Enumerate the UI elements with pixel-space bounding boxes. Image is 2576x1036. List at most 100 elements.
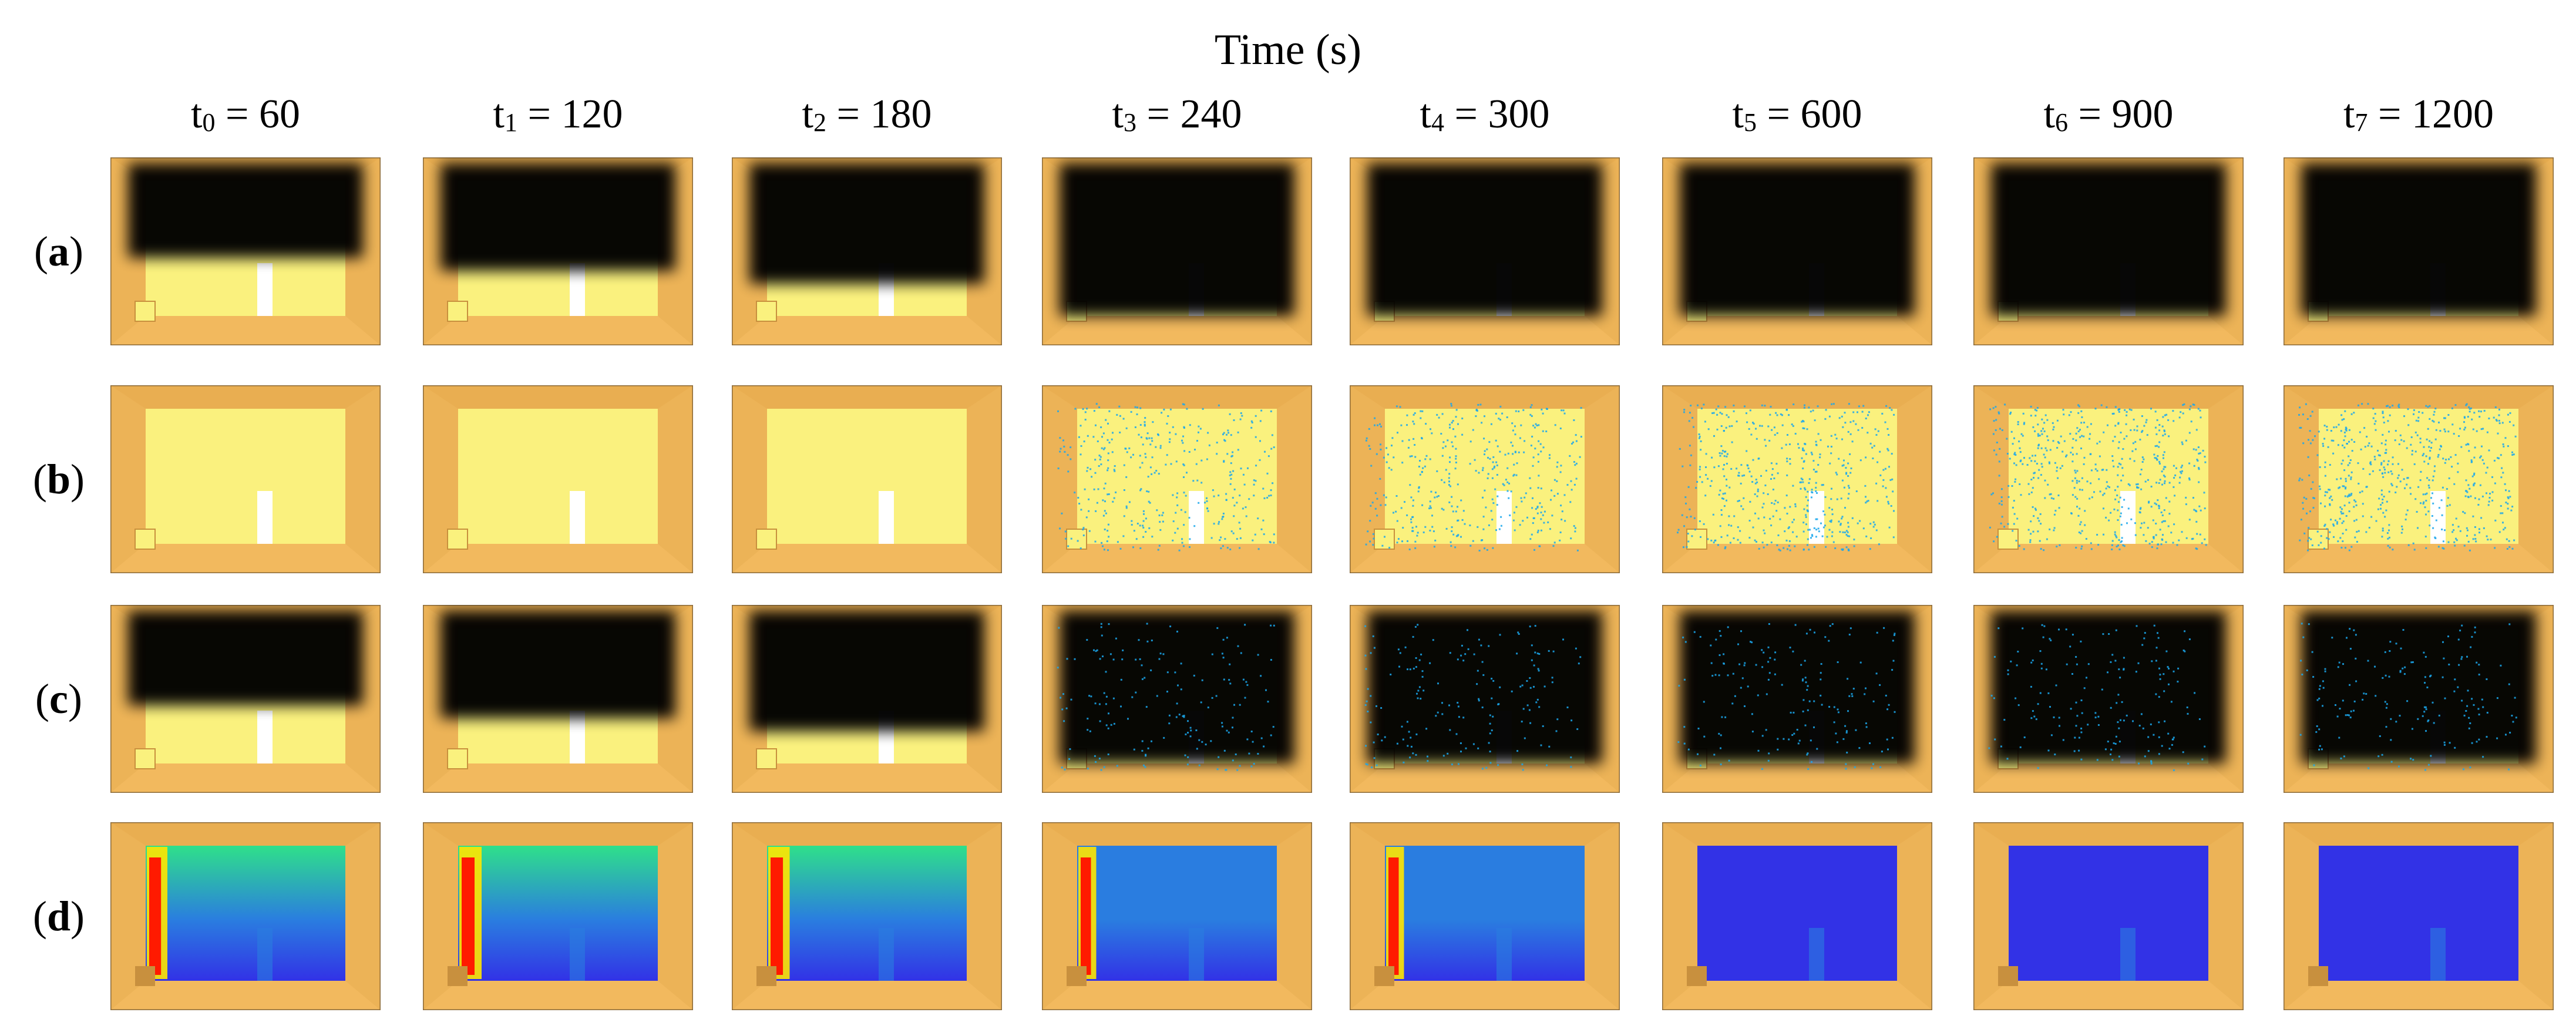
panel-d-t2 xyxy=(732,822,1002,1010)
row-label-close-paren: ) xyxy=(70,893,85,940)
smoke-layer xyxy=(128,611,363,705)
room-border xyxy=(1662,157,1932,345)
room-back-wall xyxy=(767,409,967,544)
door xyxy=(879,491,894,544)
room-border xyxy=(1350,605,1620,793)
time-header-t6: t6 = 900 xyxy=(1973,85,2244,144)
fire-plume-core xyxy=(1081,857,1091,975)
room-ceiling xyxy=(1662,822,1932,846)
row-label-letter: d xyxy=(46,893,71,940)
burner xyxy=(756,301,777,322)
smoke-layer xyxy=(749,163,984,284)
smoke-layer xyxy=(749,611,984,731)
room-border xyxy=(1973,822,2244,1010)
room-back-wall xyxy=(458,409,658,544)
room-border xyxy=(1662,385,1932,573)
room-ceiling xyxy=(1350,385,1620,409)
sprinkler-spray xyxy=(1057,623,1275,771)
row-label-c: (c) xyxy=(18,664,100,734)
time-value: = 180 xyxy=(826,92,932,137)
panel-d-t4 xyxy=(1350,822,1620,1010)
room-ceiling xyxy=(1973,822,2244,846)
burner xyxy=(1066,529,1087,550)
time-symbol: t xyxy=(2043,92,2055,137)
room-right-wall xyxy=(2208,385,2244,573)
door xyxy=(1496,491,1512,544)
panel-a-t3 xyxy=(1042,157,1312,345)
time-symbol: t xyxy=(1420,92,1431,137)
room-back-wall xyxy=(1697,409,1897,544)
door xyxy=(570,928,585,981)
room-right-wall xyxy=(2208,822,2244,1010)
burner xyxy=(1686,529,1707,550)
row-label-a: (a) xyxy=(18,216,100,287)
room-border xyxy=(1042,157,1312,345)
room-border xyxy=(1973,157,2244,345)
room-border xyxy=(1042,605,1312,793)
row-label-open-paren: ( xyxy=(32,893,47,940)
door xyxy=(2430,928,2446,981)
smoke-layer xyxy=(128,163,363,258)
smoke-layer xyxy=(1367,163,1602,316)
smoke-layer xyxy=(1991,163,2226,316)
door xyxy=(257,928,273,981)
room-back-wall xyxy=(1385,846,1585,981)
door xyxy=(2120,928,2136,981)
room-back-wall xyxy=(1697,846,1897,981)
time-subscript: 7 xyxy=(2355,108,2368,137)
fire-plume-core xyxy=(462,857,475,975)
room-ceiling xyxy=(2284,822,2554,846)
time-value: = 60 xyxy=(215,92,300,137)
room-back-wall xyxy=(2319,409,2518,544)
room-ceiling xyxy=(732,822,1002,846)
room-left-wall xyxy=(1973,822,2009,1010)
burner xyxy=(1067,966,1087,986)
room-ceiling xyxy=(1662,385,1932,409)
row-label-letter: a xyxy=(48,228,69,275)
burner xyxy=(447,301,468,322)
room-ceiling xyxy=(1042,822,1312,846)
time-value: = 120 xyxy=(517,92,623,137)
burner xyxy=(447,529,468,550)
room-left-wall xyxy=(423,385,458,573)
row-label-close-paren: ) xyxy=(70,456,85,503)
room-right-wall xyxy=(967,822,1002,1010)
room-border xyxy=(732,822,1002,1010)
smoke-layer xyxy=(2301,611,2536,763)
panel-a-t7 xyxy=(2284,157,2554,345)
sprinkler-spray xyxy=(1057,403,1275,551)
room-right-wall xyxy=(1897,385,1932,573)
panel-b-t6 xyxy=(1973,385,2244,573)
room-left-wall xyxy=(423,822,458,1010)
room-border xyxy=(110,157,381,345)
panel-b-t2 xyxy=(732,385,1002,573)
time-symbol: t xyxy=(2343,92,2355,137)
room-left-wall xyxy=(1042,385,1077,573)
room-left-wall xyxy=(2284,385,2319,573)
smoke-layer xyxy=(1680,163,1915,316)
fire-plume-core xyxy=(1388,857,1399,975)
room-ceiling xyxy=(1350,822,1620,846)
room-back-wall xyxy=(146,846,345,981)
time-symbol: t xyxy=(1112,92,1124,137)
row-label-open-paren: ( xyxy=(35,675,50,722)
room-ceiling xyxy=(2284,385,2554,409)
burner xyxy=(2308,966,2328,986)
panel-b-t4 xyxy=(1350,385,1620,573)
time-value: = 300 xyxy=(1444,92,1550,137)
burner xyxy=(1998,966,2018,986)
room-ceiling xyxy=(110,385,381,409)
smoke-layer xyxy=(440,611,675,718)
room-left-wall xyxy=(732,385,767,573)
room-back-wall xyxy=(2009,846,2208,981)
time-header-t3: t3 = 240 xyxy=(1042,85,1312,144)
sprinkler-spray xyxy=(1364,624,1582,771)
row-label-letter: c xyxy=(49,675,68,722)
burner xyxy=(756,748,777,769)
time-value: = 240 xyxy=(1136,92,1242,137)
burner xyxy=(1374,529,1395,550)
time-value: = 600 xyxy=(1756,92,1862,137)
room-ceiling xyxy=(110,822,381,846)
room-border xyxy=(1973,605,2244,793)
time-subscript: 5 xyxy=(1743,108,1757,137)
